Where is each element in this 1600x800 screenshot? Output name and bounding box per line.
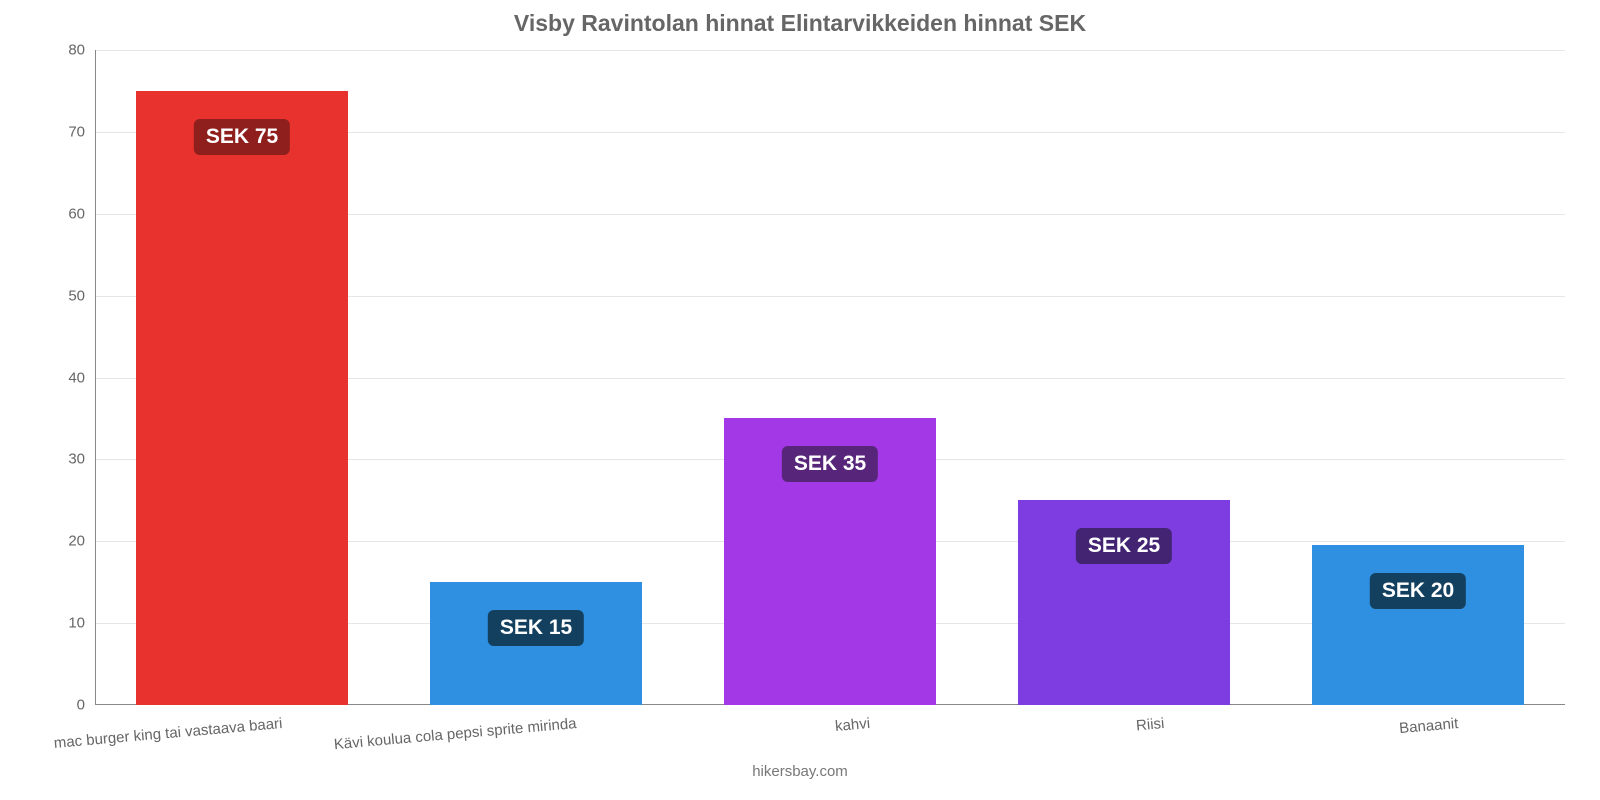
y-tick-label: 60: [68, 205, 95, 222]
value-badge: SEK 75: [194, 119, 290, 155]
bar: [136, 91, 348, 705]
bar-slot: SEK 35: [683, 50, 977, 705]
value-badge: SEK 35: [782, 446, 878, 482]
bar-slot: SEK 25: [977, 50, 1271, 705]
x-tick-label: mac burger king tai vastaava baari: [53, 715, 283, 752]
x-tick-label: Riisi: [1135, 715, 1165, 734]
y-tick-label: 20: [68, 533, 95, 550]
y-tick-label: 0: [77, 697, 95, 714]
chart-title: Visby Ravintolan hinnat Elintarvikkeiden…: [0, 10, 1600, 37]
price-bar-chart: Visby Ravintolan hinnat Elintarvikkeiden…: [0, 0, 1600, 800]
value-badge: SEK 20: [1370, 573, 1466, 609]
bar-slot: SEK 75: [95, 50, 389, 705]
attribution-text: hikersbay.com: [0, 763, 1600, 780]
value-badge: SEK 25: [1076, 528, 1172, 564]
x-tick-holder: Banaanit: [998, 719, 1418, 720]
y-tick-label: 40: [68, 369, 95, 386]
x-tick-label: Kävi koulua cola pepsi sprite mirinda: [333, 715, 577, 753]
y-tick-label: 70: [68, 123, 95, 140]
bars-container: SEK 75 SEK 15 SEK 35 SEK 25 SEK 20: [95, 50, 1565, 705]
y-tick-label: 10: [68, 615, 95, 632]
y-tick-label: 50: [68, 287, 95, 304]
x-tick-label: Banaanit: [1398, 715, 1458, 737]
plot-area: 01020304050607080 SEK 75SEK 15SEK 35SEK …: [95, 50, 1565, 705]
bar: [1312, 545, 1524, 705]
y-tick-label: 80: [68, 42, 95, 59]
bar-slot: SEK 15: [389, 50, 683, 705]
value-badge: SEK 15: [488, 610, 584, 646]
bar-slot: SEK 20: [1271, 50, 1565, 705]
y-tick-label: 30: [68, 451, 95, 468]
